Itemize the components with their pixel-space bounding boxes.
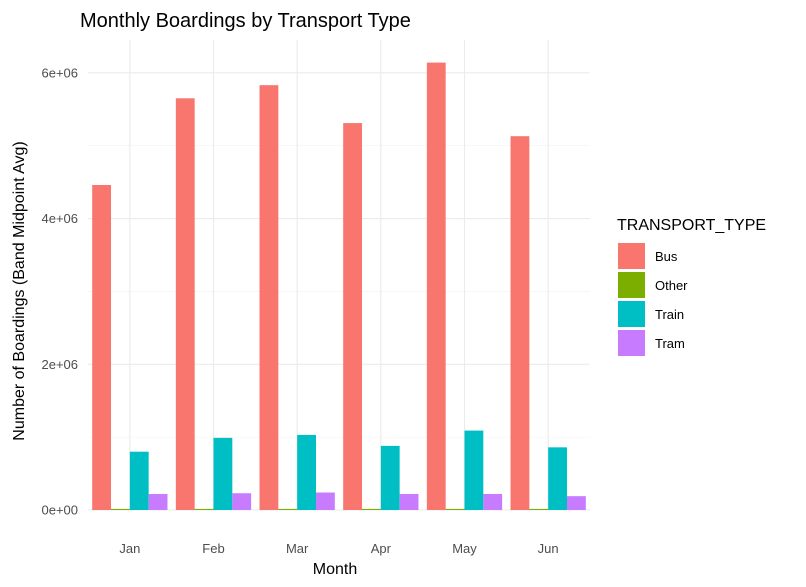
x-tick-label: May [452, 541, 477, 556]
y-axis-title: Number of Boardings (Band Midpoint Avg) [11, 141, 28, 440]
bar-train-apr [380, 445, 400, 510]
bar-tram-jan [148, 493, 168, 510]
bar-tram-may [483, 493, 503, 510]
x-tick-label: Jun [538, 541, 559, 556]
y-tick-label: 2e+06 [41, 357, 78, 372]
bar-tram-apr [399, 493, 419, 510]
legend-label-other: Other [655, 278, 688, 293]
bar-bus-feb [175, 98, 195, 511]
bar-bus-may [426, 62, 446, 511]
bars [92, 62, 586, 511]
legend-title: TRANSPORT_TYPE [617, 217, 766, 234]
chart-title: Monthly Boardings by Transport Type [80, 10, 411, 32]
legend: TRANSPORT_TYPE Bus Other Train Tram [617, 217, 766, 356]
bar-other-jun [529, 508, 549, 510]
legend-label-train: Train [655, 307, 684, 322]
bar-tram-mar [315, 492, 335, 510]
legend-key-other [618, 272, 645, 298]
bar-train-jan [129, 451, 149, 510]
x-tick-labels: Jan Feb Mar Apr May Jun [119, 541, 558, 556]
y-tick-labels: 0e+00 2e+06 4e+06 6e+06 [41, 65, 78, 517]
bar-tram-jun [566, 496, 586, 510]
bar-bus-jan [92, 185, 112, 510]
x-axis-title: Month [313, 561, 357, 578]
bar-tram-feb [232, 493, 252, 510]
bar-bus-jun [510, 136, 530, 511]
bar-bus-mar [259, 85, 279, 511]
legend-label-bus: Bus [655, 249, 678, 264]
bar-other-feb [194, 508, 214, 510]
x-tick-label: Apr [371, 541, 392, 556]
legend-key-tram [618, 330, 645, 356]
legend-label-tram: Tram [655, 336, 685, 351]
bar-bus-apr [343, 123, 363, 511]
y-tick-label: 6e+06 [41, 65, 78, 80]
y-tick-label: 4e+06 [41, 211, 78, 226]
bar-train-feb [213, 437, 233, 510]
x-tick-label: Feb [202, 541, 224, 556]
bar-train-mar [297, 434, 316, 510]
bar-train-jun [548, 447, 567, 510]
bar-other-apr [362, 508, 381, 510]
bar-other-mar [278, 508, 298, 510]
legend-key-bus [618, 243, 645, 269]
bar-other-may [445, 508, 465, 510]
x-tick-label: Mar [286, 541, 309, 556]
legend-key-train [618, 301, 645, 327]
bar-other-jan [111, 508, 130, 510]
grid [88, 40, 590, 511]
bar-train-may [464, 430, 484, 510]
y-tick-label: 0e+00 [41, 503, 78, 518]
x-tick-label: Jan [119, 541, 140, 556]
